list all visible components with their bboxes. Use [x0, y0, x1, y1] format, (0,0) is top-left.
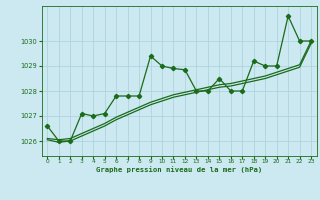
- X-axis label: Graphe pression niveau de la mer (hPa): Graphe pression niveau de la mer (hPa): [96, 167, 262, 173]
